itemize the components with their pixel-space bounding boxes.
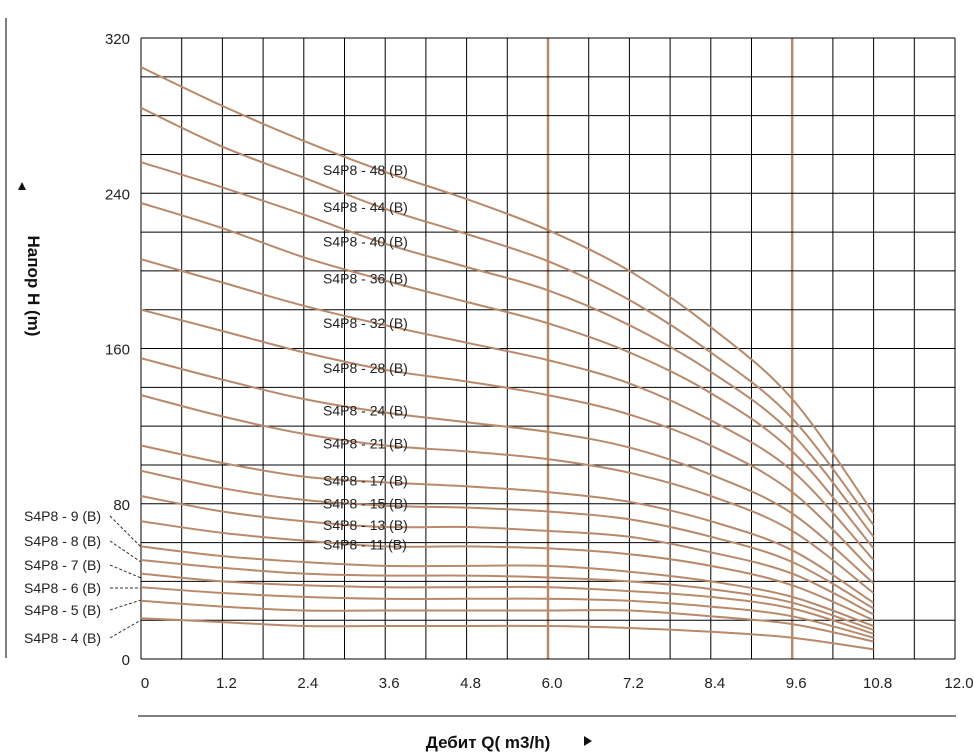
series-label: S4P8 - 28 (B) — [323, 360, 408, 376]
pump-curve — [140, 258, 875, 561]
series-label-leader — [109, 599, 142, 611]
pump-curve — [140, 357, 875, 585]
x-tick-label: 6.0 — [542, 675, 563, 692]
y-axis-arrow-icon — [18, 182, 26, 190]
x-tick-label: 3.6 — [379, 675, 400, 692]
pump-curve — [140, 586, 874, 639]
series-label: S4P8 - 44 (B) — [323, 199, 408, 215]
series-label: S4P8 - 24 (B) — [323, 403, 408, 419]
inline-series-labels: S4P8 - 48 (B) S4P8 - 44 (B) S4P8 - 40 (B) S… — [323, 162, 408, 553]
pump-curve — [140, 66, 875, 515]
y-tick-label: 240 — [105, 186, 130, 203]
x-axis-arrow-icon — [584, 736, 592, 746]
x-tick-label: 7.2 — [623, 675, 644, 692]
pump-curve — [140, 161, 875, 538]
series-label: S4P8 - 13 (B) — [323, 517, 408, 533]
series-label: S4P8 - 15 (B) — [323, 496, 408, 512]
pump-curve — [140, 469, 875, 610]
pump-curve — [140, 545, 874, 627]
series-label: S4P8 - 11 (B) — [323, 536, 407, 552]
series-label: S4P8 - 40 (B) — [323, 234, 408, 250]
series-label-leader — [109, 540, 142, 563]
pump-curve — [140, 106, 875, 526]
x-tick-label: 9.6 — [786, 675, 807, 692]
x-tick-label: 1.2 — [216, 675, 237, 692]
pump-curve — [140, 202, 875, 550]
x-tick-label: 12.0 — [944, 675, 973, 692]
x-tick-labels: 0 1.2 2.4 3.6 4.8 6.0 7.2 8.4 9.6 10.8 12.0 — [141, 675, 974, 692]
x-tick-label: 4.8 — [460, 675, 481, 692]
pump-curve — [140, 617, 874, 651]
pump-curve — [140, 394, 875, 594]
series-label: S4P8 - 48 (B) — [323, 162, 408, 178]
series-label: S4P8 - 9 (B) — [24, 508, 101, 524]
series-label: S4P8 - 8 (B) — [24, 533, 101, 549]
grid — [140, 37, 956, 660]
x-tick-label: 8.4 — [704, 675, 725, 692]
x-tick-label: 0 — [141, 675, 149, 692]
series-label: S4P8 - 5 (B) — [24, 602, 101, 618]
pump-curve — [140, 444, 875, 604]
y-axis-title: Напор H (m) — [24, 236, 43, 337]
series-label: S4P8 - 17 (B) — [323, 472, 408, 488]
x-axis-title: Дебит Q( m3/h) — [426, 733, 551, 752]
series-label-leader — [109, 564, 142, 579]
series-label: S4P8 - 7 (B) — [24, 557, 101, 573]
y-tick-label: 320 — [105, 31, 130, 48]
y-tick-labels: 0 80 160 240 320 — [105, 31, 130, 669]
y-tick-label: 160 — [105, 342, 130, 359]
pump-curve — [140, 572, 874, 635]
pump-curves — [140, 66, 875, 651]
series-label: S4P8 - 36 (B) — [323, 271, 408, 287]
series-label-leader — [109, 619, 142, 639]
pump-curve — [140, 559, 874, 631]
series-label-leader — [109, 515, 142, 548]
y-tick-label: 0 — [122, 652, 130, 669]
left-series-labels: S4P8 - 9 (B) S4P8 - 8 (B) S4P8 - 7 (B) S4P8… — [24, 508, 142, 646]
series-label: S4P8 - 21 (B) — [323, 436, 408, 452]
y-tick-label: 80 — [113, 497, 130, 514]
series-label: S4P8 - 6 (B) — [24, 580, 101, 596]
pump-curve — [140, 599, 874, 643]
series-label: S4P8 - 32 (B) — [323, 315, 408, 331]
x-tick-label: 2.4 — [297, 675, 318, 692]
pump-curve — [140, 308, 875, 573]
pump-curve — [140, 520, 874, 622]
x-tick-label: 10.8 — [863, 675, 892, 692]
series-label: S4P8 - 4 (B) — [24, 630, 101, 646]
pump-curve — [140, 495, 875, 616]
